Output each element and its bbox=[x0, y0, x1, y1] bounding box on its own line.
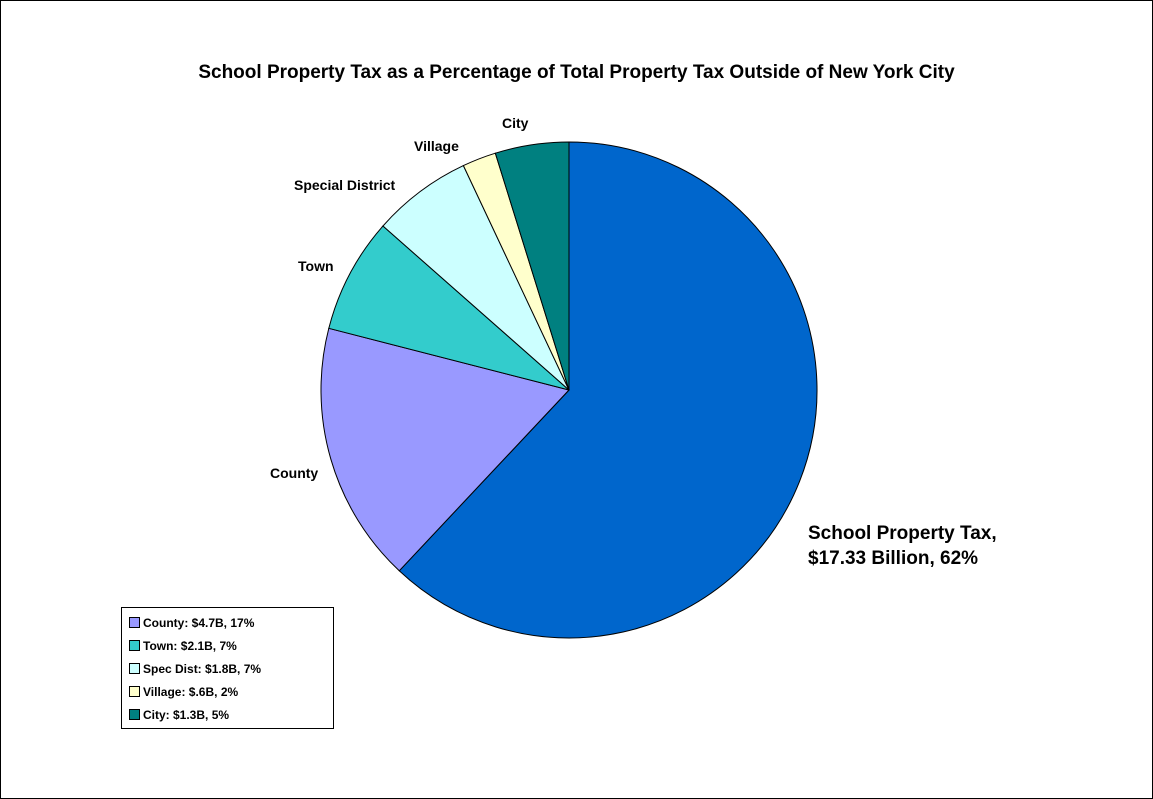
legend-entry: Town: $2.1B, 7% bbox=[129, 634, 333, 657]
legend-swatch bbox=[129, 617, 140, 628]
legend-swatch bbox=[129, 663, 140, 674]
slice-label: Village bbox=[414, 138, 459, 154]
pie-slice-city bbox=[494, 141, 570, 391]
slice-label-line2: $17.33 Billion, 62% bbox=[808, 548, 978, 569]
legend-label: City: $1.3B, 5% bbox=[143, 707, 230, 722]
legend-swatch bbox=[129, 709, 140, 720]
slice-label: Town bbox=[298, 258, 334, 274]
pie-slice-town bbox=[328, 225, 570, 391]
slice-label: County bbox=[270, 465, 318, 481]
legend-label: Village: $.6B, 2% bbox=[143, 684, 239, 699]
legend-swatch bbox=[129, 686, 140, 697]
slice-label: City bbox=[502, 115, 529, 131]
legend-label: Spec Dist: $1.8B, 7% bbox=[143, 661, 262, 676]
legend-label: County: $4.7B, 17% bbox=[143, 615, 255, 630]
legend-entry: Spec Dist: $1.8B, 7% bbox=[129, 657, 333, 680]
legend-entry: Village: $.6B, 2% bbox=[129, 680, 333, 703]
legend-entry: City: $1.3B, 5% bbox=[129, 703, 333, 726]
legend-swatch bbox=[129, 640, 140, 651]
pie-slice-school-property-tax bbox=[398, 141, 818, 639]
slice-label: Special District bbox=[294, 177, 395, 193]
legend-label: Town: $2.1B, 7% bbox=[143, 638, 237, 653]
slice-label: School Property Tax, bbox=[808, 523, 997, 544]
chart-legend: County: $4.7B, 17% Town: $2.1B, 7% Spec Di… bbox=[121, 607, 334, 729]
pie-slice-county bbox=[320, 327, 570, 572]
chart-title: School Property Tax as a Percentage of T… bbox=[198, 62, 955, 83]
legend-entry: County: $4.7B, 17% bbox=[129, 611, 333, 634]
